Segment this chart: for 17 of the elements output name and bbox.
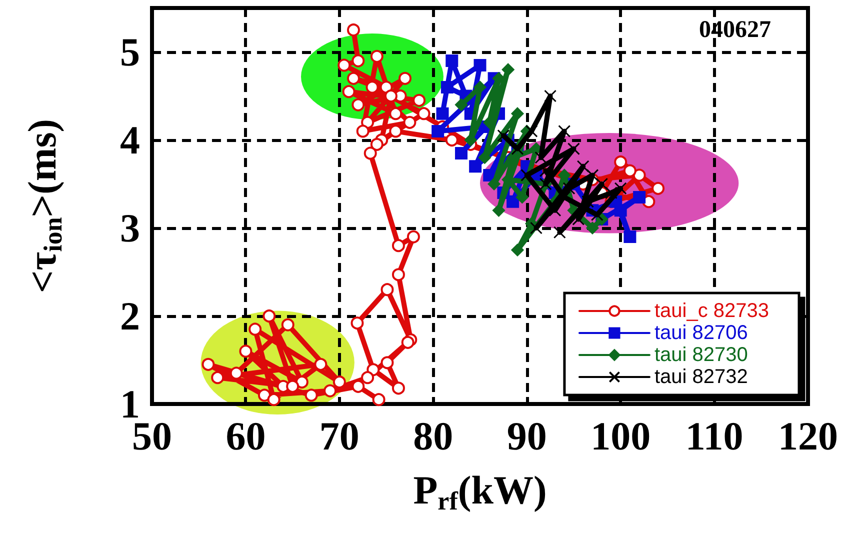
x-tick-label: 120 (778, 414, 838, 458)
y-tick-label: 3 (120, 206, 140, 250)
y-tick-label: 4 (120, 118, 140, 162)
y-tick-label: 5 (120, 30, 140, 74)
x-tick-label: 80 (413, 414, 454, 458)
legend-label: taui_c 82733 (654, 300, 770, 322)
y-tick-label: 2 (120, 294, 140, 338)
x-tick-label: 100 (590, 414, 651, 458)
y-axis-title: <τion>(ms) (20, 118, 68, 294)
x-tick-label: 60 (226, 414, 266, 458)
x-tick-label: 70 (319, 414, 360, 458)
legend-label: taui 82706 (654, 322, 748, 344)
x-tick-label: 110 (685, 414, 744, 458)
legend-label: taui 82732 (654, 366, 748, 388)
x-tick-label: 90 (506, 414, 547, 458)
annotation: 040627 (699, 17, 771, 43)
legend-label: taui 82730 (654, 344, 748, 366)
